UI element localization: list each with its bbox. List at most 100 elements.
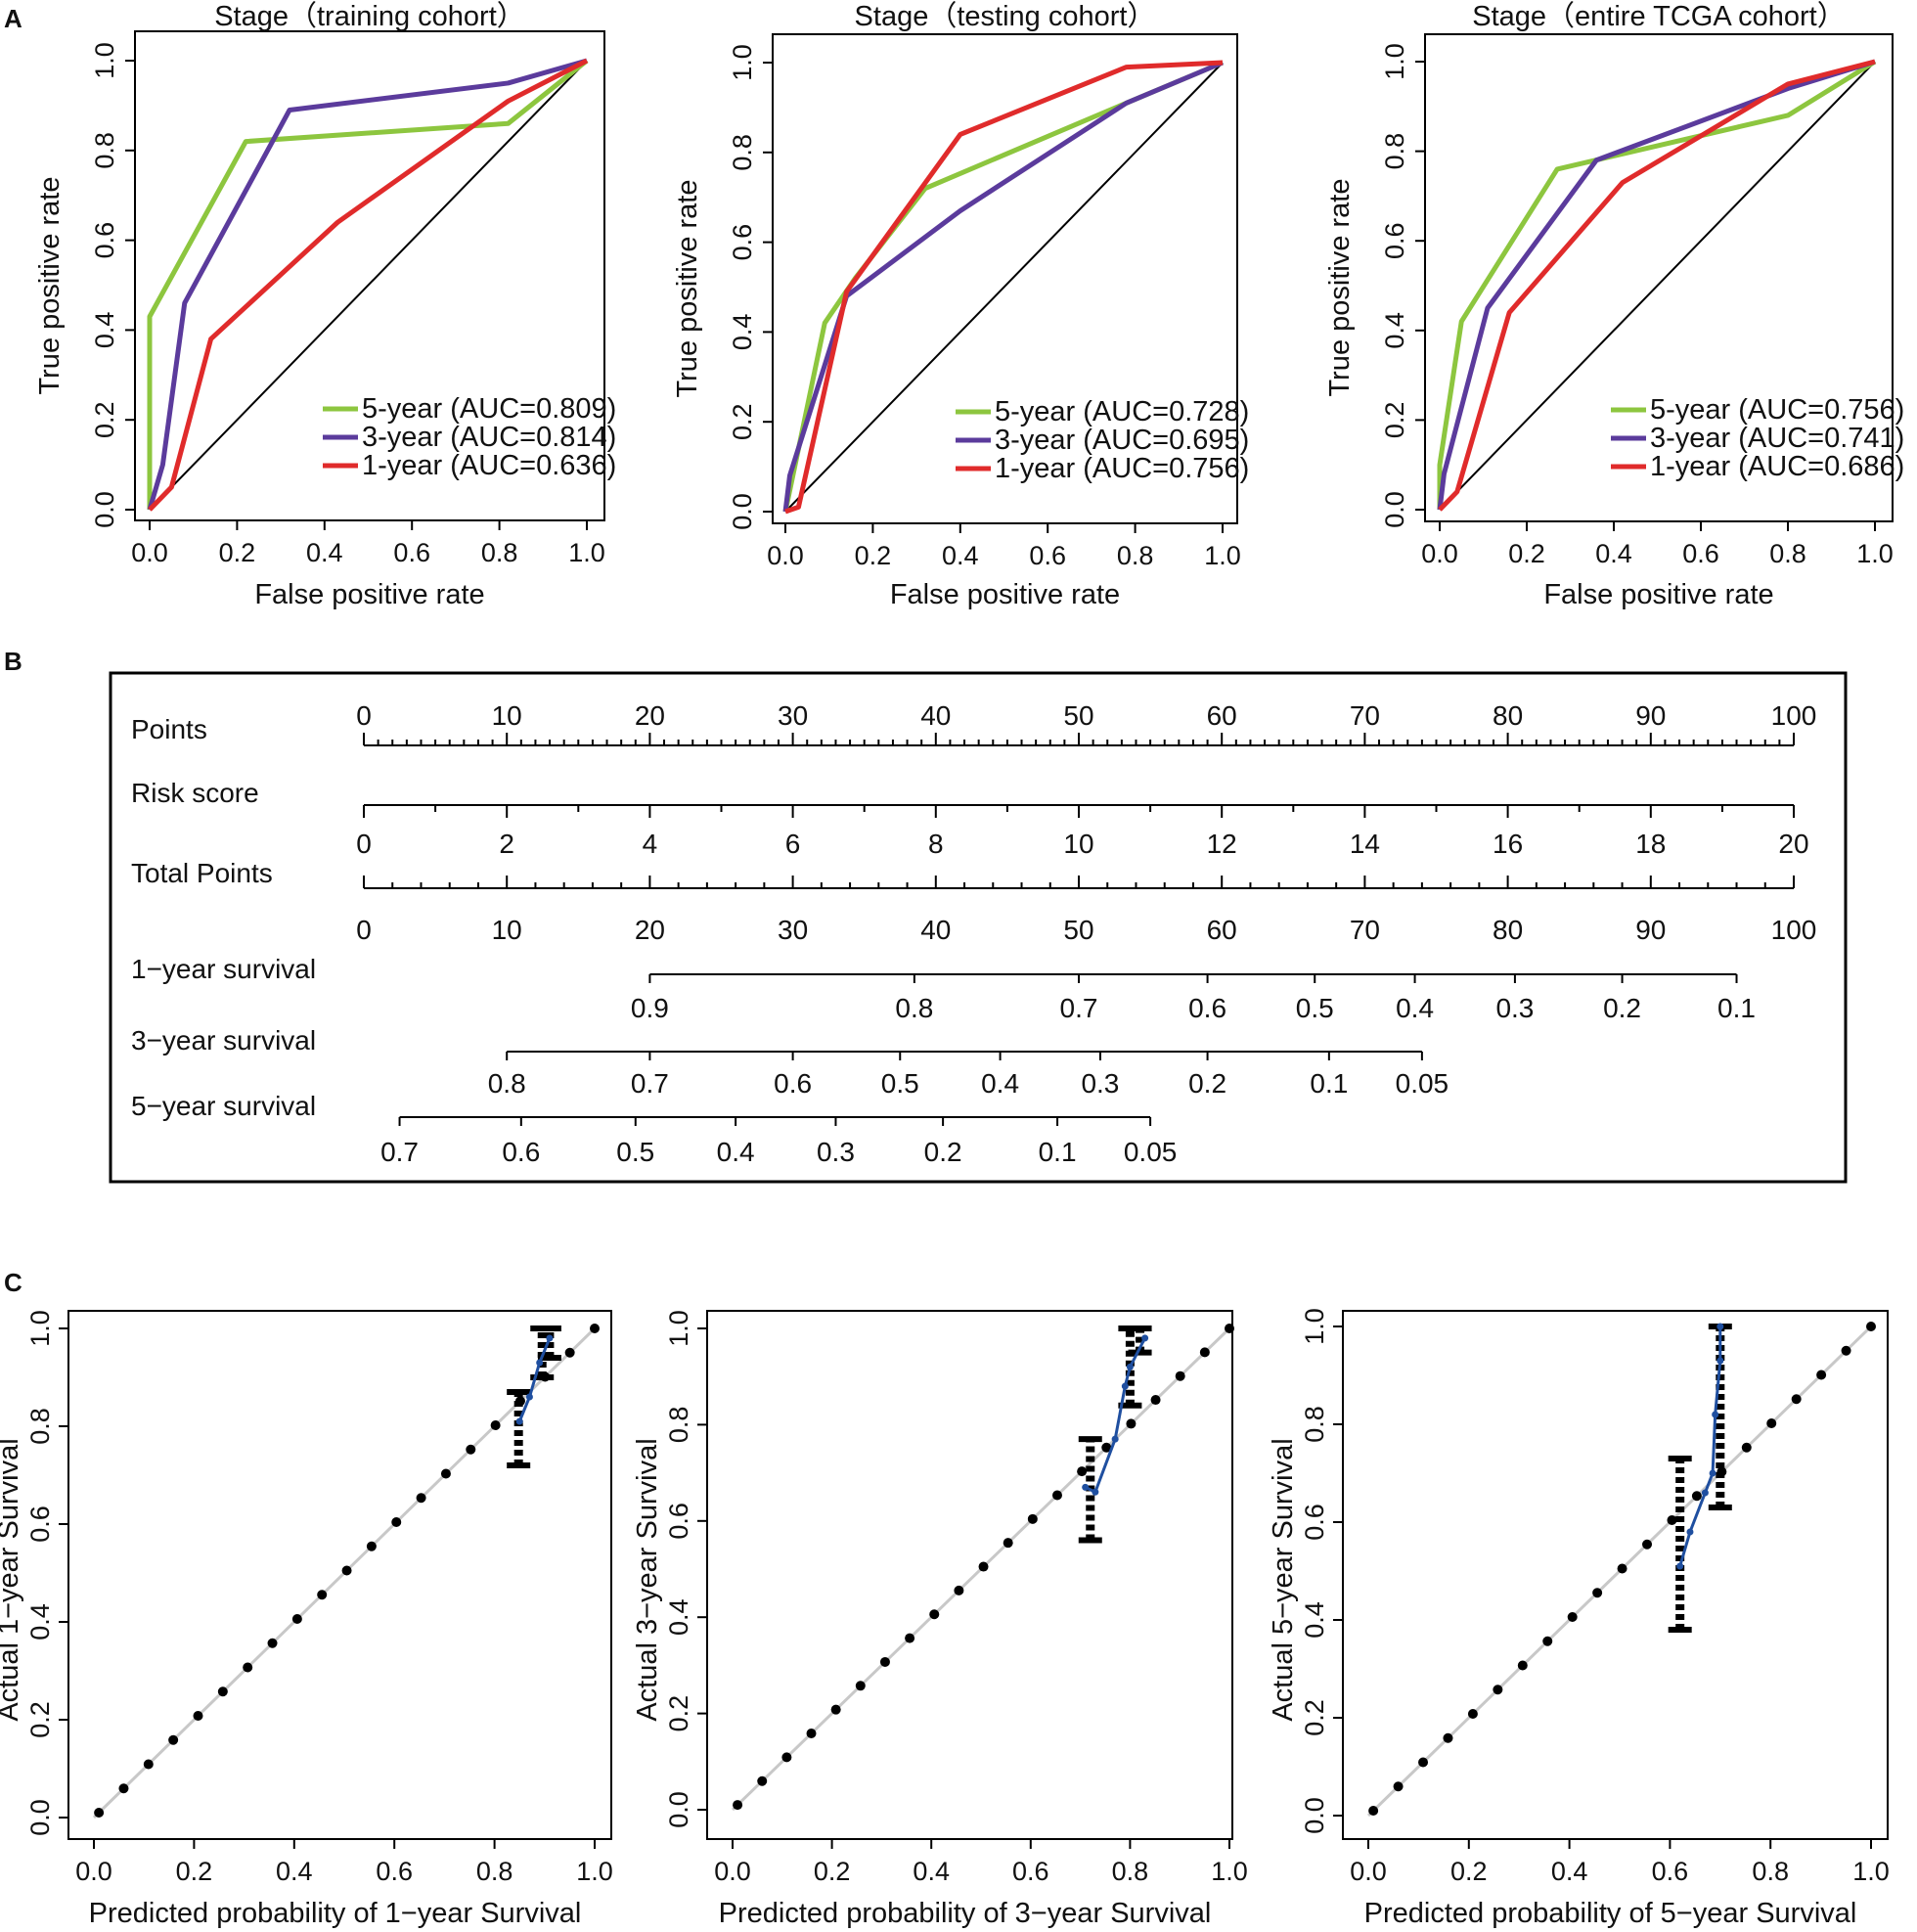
- 3-year-survival-tick-label: 0.3: [1081, 1068, 1119, 1099]
- x-tick-label: 0.2: [1450, 1857, 1488, 1886]
- ideal-grid-point: [855, 1681, 866, 1691]
- ideal-grid-point: [1816, 1370, 1827, 1380]
- roc-curve-5-year: [147, 59, 589, 510]
- ideal-grid-point: [1766, 1418, 1777, 1428]
- plot-frame: [772, 33, 1238, 524]
- diagonal-reference-line: [1439, 61, 1876, 511]
- calibration-fit-point: [1701, 1489, 1709, 1497]
- x-tick-label: 0.6: [376, 1857, 413, 1886]
- points-tick-label: 40: [920, 700, 951, 731]
- x-tick-label: 0.4: [942, 541, 979, 570]
- roc-curve-3-year: [1437, 59, 1876, 511]
- legend-entry-5-year: 5-year (AUC=0.756): [1650, 394, 1904, 426]
- calibration-chart-1-year: 0.0 0.0 0.2 0.2 0.4 0.4 0.6 0.6 0.8 0.8 1.0 1.0 Pred…: [0, 1310, 613, 1929]
- 1-year-survival-tick-label: 0.7: [1060, 993, 1098, 1023]
- calibration-fit-point: [1716, 1323, 1724, 1330]
- total-tick-label: 20: [635, 915, 665, 945]
- ideal-grid-point: [1866, 1322, 1876, 1331]
- ideal-grid-point: [954, 1585, 964, 1595]
- ideal-grid-point: [1003, 1538, 1013, 1549]
- calibration-fit-point: [1716, 1357, 1724, 1365]
- total-tick-label: 60: [1207, 915, 1237, 945]
- y-tick-label: 1.0: [664, 1310, 693, 1347]
- roc-curve-5-year: [1437, 59, 1877, 510]
- points-tick-label: 50: [1063, 700, 1093, 731]
- diagonal-reference-line: [149, 60, 588, 511]
- legend-entry-5-year: 5-year (AUC=0.809): [362, 393, 616, 425]
- x-tick-label: 0.8: [476, 1857, 513, 1886]
- plot-frame: [1424, 33, 1894, 522]
- calibration-fit-line: [1678, 1326, 1722, 1567]
- x-tick-label: 1.0: [1852, 1857, 1890, 1886]
- x-tick-label: 0.6: [1012, 1857, 1049, 1886]
- risk-tick-label: 0: [356, 829, 372, 859]
- y-tick-label: 1.0: [90, 42, 119, 79]
- ideal-grid-point: [564, 1347, 575, 1358]
- ideal-grid-point: [1517, 1660, 1528, 1671]
- ideal-grid-point: [267, 1638, 278, 1648]
- y-tick-label: 0.8: [25, 1408, 55, 1445]
- y-tick-label: 0.2: [664, 1695, 693, 1732]
- nomogram-row-label-risk-score: Risk score: [131, 778, 259, 808]
- y-axis-label: True positive rate: [672, 180, 703, 398]
- y-tick-label: 0.6: [25, 1505, 55, 1543]
- y-axis-label: Actual 3−year Survival: [632, 1438, 663, 1721]
- ideal-grid-point: [1225, 1324, 1234, 1333]
- nomogram-row-label-1-year-survival: 1−year survival: [131, 954, 316, 984]
- ideal-grid-point: [1051, 1490, 1062, 1501]
- y-tick-label: 0.2: [728, 403, 757, 440]
- x-tick-label: 0.4: [1595, 539, 1632, 568]
- calibration-fit-point: [1082, 1483, 1090, 1491]
- total-tick-label: 50: [1063, 915, 1093, 945]
- risk-tick-label: 20: [1778, 829, 1808, 859]
- y-tick-label: 1.0: [1300, 1308, 1329, 1345]
- calibration-chart-3-year: 0.0 0.0 0.2 0.2 0.4 0.4 0.6 0.6 0.8 0.8 1.0 1.0 Pred…: [632, 1310, 1248, 1929]
- ideal-grid-point: [1841, 1345, 1851, 1356]
- x-tick-label: 0.4: [1551, 1857, 1588, 1886]
- ideal-grid-point: [905, 1633, 915, 1643]
- legend-entry-3-year: 3-year (AUC=0.695): [995, 425, 1249, 456]
- nomogram: Points Risk score Total Points 1−year survi…: [109, 671, 1848, 1184]
- nomogram-row-label-3-year-survival: 3−year survival: [131, 1025, 316, 1056]
- risk-tick-label: 18: [1635, 829, 1666, 859]
- 1-year-survival-tick-label: 0.8: [895, 993, 933, 1023]
- chart-title: Stage（training cohort）: [214, 1, 525, 32]
- 3-year-survival-tick-label: 0.1: [1310, 1068, 1348, 1099]
- ideal-grid-point: [291, 1614, 302, 1624]
- ideal-grid-point: [243, 1662, 253, 1673]
- ideal-grid-point: [193, 1711, 203, 1721]
- risk-tick-label: 12: [1207, 829, 1237, 859]
- y-tick-label: 0.6: [1380, 222, 1409, 259]
- ideal-grid-point: [879, 1656, 890, 1667]
- y-tick-label: 0.4: [1380, 312, 1409, 349]
- legend-entry-3-year: 3-year (AUC=0.741): [1650, 423, 1904, 454]
- x-tick-label: 0.4: [306, 538, 343, 567]
- ideal-grid-point: [1077, 1466, 1088, 1477]
- calibration-fit-point: [1676, 1562, 1684, 1570]
- ideal-grid-point: [757, 1775, 768, 1786]
- y-tick-label: 0.0: [1380, 491, 1409, 528]
- x-tick-label: 1.0: [568, 538, 605, 567]
- y-tick-label: 0.0: [728, 493, 757, 530]
- ideal-grid-point: [1101, 1442, 1112, 1453]
- total-tick-label: 100: [1771, 915, 1817, 945]
- y-tick-label: 0.4: [664, 1598, 693, 1636]
- ideal-grid-point: [1418, 1757, 1429, 1768]
- ideal-grid-point: [806, 1729, 817, 1739]
- points-tick-label: 20: [635, 700, 665, 731]
- calibration-fit-point: [1092, 1488, 1099, 1496]
- ideal-grid-point: [1667, 1515, 1677, 1525]
- y-tick-label: 0.6: [1300, 1504, 1329, 1541]
- nomogram-frame: [109, 671, 1848, 1184]
- 3-year-survival-tick-label: 0.05: [1396, 1068, 1449, 1099]
- risk-tick-label: 16: [1493, 829, 1523, 859]
- ideal-grid-point: [830, 1704, 841, 1715]
- x-tick-label: 0.6: [1029, 541, 1066, 570]
- ideal-grid-point: [1791, 1394, 1802, 1405]
- ideal-grid-point: [1741, 1442, 1752, 1453]
- ideal-grid-point: [366, 1541, 377, 1551]
- chart-title: Stage（entire TCGA cohort）: [1472, 1, 1845, 32]
- points-tick-label: 0: [356, 700, 372, 731]
- diagonal-reference-line: [784, 62, 1224, 513]
- ideal-grid-point: [1393, 1781, 1404, 1792]
